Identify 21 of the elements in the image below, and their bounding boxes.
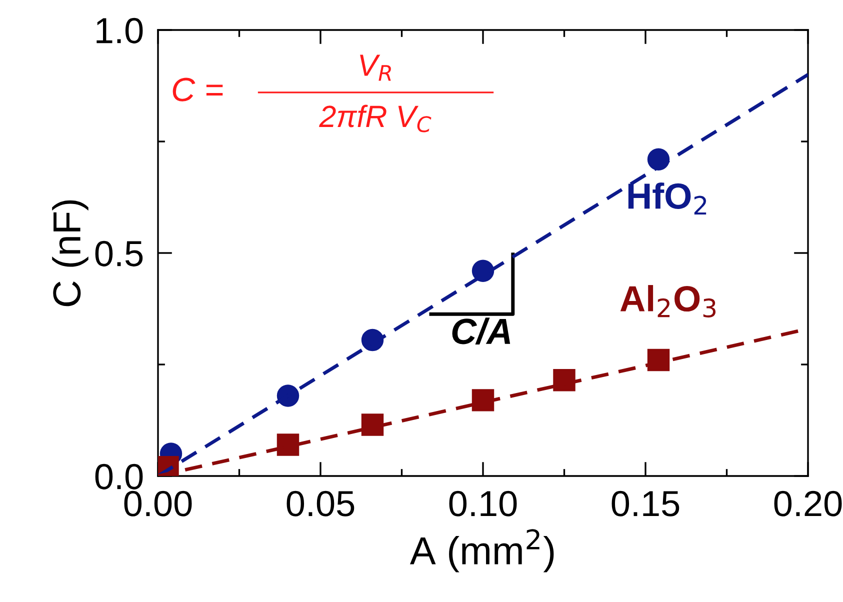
- annotation: C =: [172, 78, 223, 102]
- y-tick-label: 0.0: [95, 464, 143, 490]
- point: [472, 260, 494, 282]
- point: [361, 414, 384, 436]
- x-tick-label: 0.05: [286, 490, 354, 516]
- annotation: C/A: [452, 318, 510, 345]
- y-axis-title: C (nF): [52, 200, 88, 306]
- annotation: 2πfR V$_{C}$: [319, 104, 432, 132]
- x-tick-label: 0.00: [124, 490, 192, 516]
- point: [472, 389, 494, 412]
- series-label: HfO$_{2}$: [628, 182, 706, 215]
- y-tick-label: 1.0: [96, 18, 143, 44]
- point: [553, 369, 576, 392]
- point: [276, 434, 300, 456]
- annotation: V$_{R}$: [360, 54, 391, 81]
- x-tick-label: 0.20: [774, 490, 842, 516]
- x-tick-label: 0.10: [449, 490, 517, 516]
- y-tick-label: 0.5: [95, 240, 143, 266]
- series-label: Al$_{2}$O$_{3}$: [620, 285, 716, 318]
- x-tick-label: 0.15: [612, 490, 680, 516]
- x-axis-title: A (mm$^{2}$): [410, 529, 554, 572]
